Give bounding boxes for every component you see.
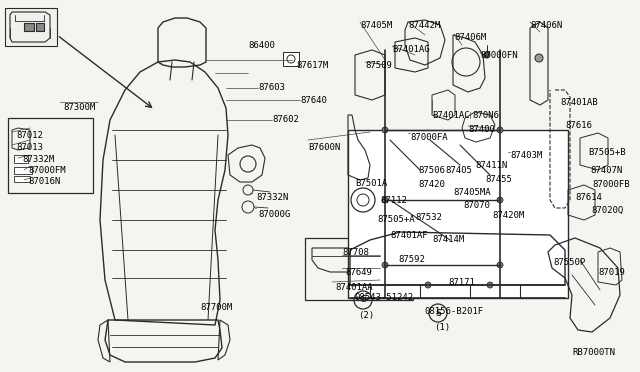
Text: 87332N: 87332N bbox=[256, 193, 288, 202]
Circle shape bbox=[382, 197, 388, 203]
Text: 870N6: 870N6 bbox=[472, 111, 499, 120]
Text: 87171: 87171 bbox=[448, 278, 475, 287]
Circle shape bbox=[371, 250, 377, 256]
Text: 87332M: 87332M bbox=[22, 155, 54, 164]
Text: 87405: 87405 bbox=[445, 166, 472, 175]
Text: (1): (1) bbox=[434, 323, 450, 332]
Text: 87603: 87603 bbox=[258, 83, 285, 92]
Text: 87649: 87649 bbox=[345, 268, 372, 277]
Text: B7505+B: B7505+B bbox=[588, 148, 626, 157]
Bar bbox=[8, 118, 93, 193]
Text: 87406N: 87406N bbox=[530, 21, 563, 30]
Text: 87602: 87602 bbox=[272, 115, 299, 124]
Circle shape bbox=[425, 282, 431, 288]
Text: 87405MA: 87405MA bbox=[453, 188, 491, 197]
Text: B7600N: B7600N bbox=[308, 143, 340, 152]
Text: 87532: 87532 bbox=[415, 213, 442, 222]
Text: RB7000TN: RB7000TN bbox=[572, 348, 615, 357]
Text: 87442M: 87442M bbox=[408, 21, 440, 30]
Circle shape bbox=[382, 127, 388, 133]
Bar bbox=[5, 8, 57, 46]
Bar bbox=[36, 23, 44, 31]
Text: 87550P: 87550P bbox=[553, 258, 585, 267]
Bar bbox=[14, 176, 30, 182]
Text: 87407N: 87407N bbox=[590, 166, 622, 175]
Text: 87616: 87616 bbox=[565, 121, 592, 130]
Text: 87455: 87455 bbox=[485, 175, 512, 184]
Text: 87012: 87012 bbox=[16, 131, 43, 140]
Text: 87505+A: 87505+A bbox=[377, 215, 415, 224]
Text: 87406M: 87406M bbox=[454, 33, 486, 42]
Text: 87400: 87400 bbox=[468, 125, 495, 134]
Bar bbox=[14, 155, 28, 163]
Text: 87401AF: 87401AF bbox=[390, 231, 428, 240]
Bar bbox=[348, 130, 568, 298]
Bar bbox=[14, 167, 32, 174]
Text: 87401AB: 87401AB bbox=[560, 98, 598, 107]
Text: 87000FN: 87000FN bbox=[480, 51, 518, 60]
Text: 87700M: 87700M bbox=[200, 303, 232, 312]
Circle shape bbox=[535, 54, 543, 62]
Text: 87019: 87019 bbox=[598, 268, 625, 277]
Circle shape bbox=[487, 282, 493, 288]
Text: B7401AG: B7401AG bbox=[392, 45, 429, 54]
Text: S: S bbox=[435, 308, 441, 317]
Circle shape bbox=[382, 262, 388, 268]
Text: 87403M: 87403M bbox=[510, 151, 542, 160]
Text: 87013: 87013 bbox=[16, 143, 43, 152]
Text: 87420: 87420 bbox=[418, 180, 445, 189]
Text: 87614: 87614 bbox=[575, 193, 602, 202]
Text: 86400: 86400 bbox=[248, 41, 275, 50]
Text: B7501A: B7501A bbox=[355, 179, 387, 188]
Text: S: S bbox=[360, 295, 366, 305]
Text: 87640: 87640 bbox=[300, 96, 327, 105]
Text: 87020Q: 87020Q bbox=[591, 206, 623, 215]
Bar bbox=[283, 52, 299, 66]
Text: 87411N: 87411N bbox=[475, 161, 508, 170]
Circle shape bbox=[497, 262, 503, 268]
Text: 87405M: 87405M bbox=[360, 21, 392, 30]
Circle shape bbox=[371, 262, 377, 268]
Text: 87509: 87509 bbox=[365, 61, 392, 70]
Text: 87617M: 87617M bbox=[296, 61, 328, 70]
Circle shape bbox=[497, 197, 503, 203]
Text: 08543-51242: 08543-51242 bbox=[354, 294, 413, 302]
Text: 87000FB: 87000FB bbox=[592, 180, 630, 189]
Text: 87708: 87708 bbox=[342, 248, 369, 257]
Text: 87401AA: 87401AA bbox=[335, 283, 372, 292]
Text: 87300M: 87300M bbox=[63, 103, 95, 112]
Bar bbox=[24, 23, 34, 31]
Bar bbox=[305, 238, 413, 300]
Text: 87000FA: 87000FA bbox=[410, 133, 447, 142]
Text: 87592: 87592 bbox=[398, 255, 425, 264]
Text: 87112: 87112 bbox=[380, 196, 407, 205]
Text: 87420M: 87420M bbox=[492, 211, 524, 220]
Text: 87016N: 87016N bbox=[28, 177, 60, 186]
Text: 87000G: 87000G bbox=[258, 210, 291, 219]
Text: (2): (2) bbox=[358, 311, 374, 320]
Circle shape bbox=[497, 127, 503, 133]
Text: 87414M: 87414M bbox=[432, 235, 464, 244]
Text: B7401AC: B7401AC bbox=[432, 111, 470, 120]
Text: 08156-B201F: 08156-B201F bbox=[424, 307, 483, 315]
Text: 87070: 87070 bbox=[463, 201, 490, 210]
Circle shape bbox=[484, 52, 490, 58]
Text: 87000FM: 87000FM bbox=[28, 166, 66, 175]
Text: 87506: 87506 bbox=[418, 166, 445, 175]
